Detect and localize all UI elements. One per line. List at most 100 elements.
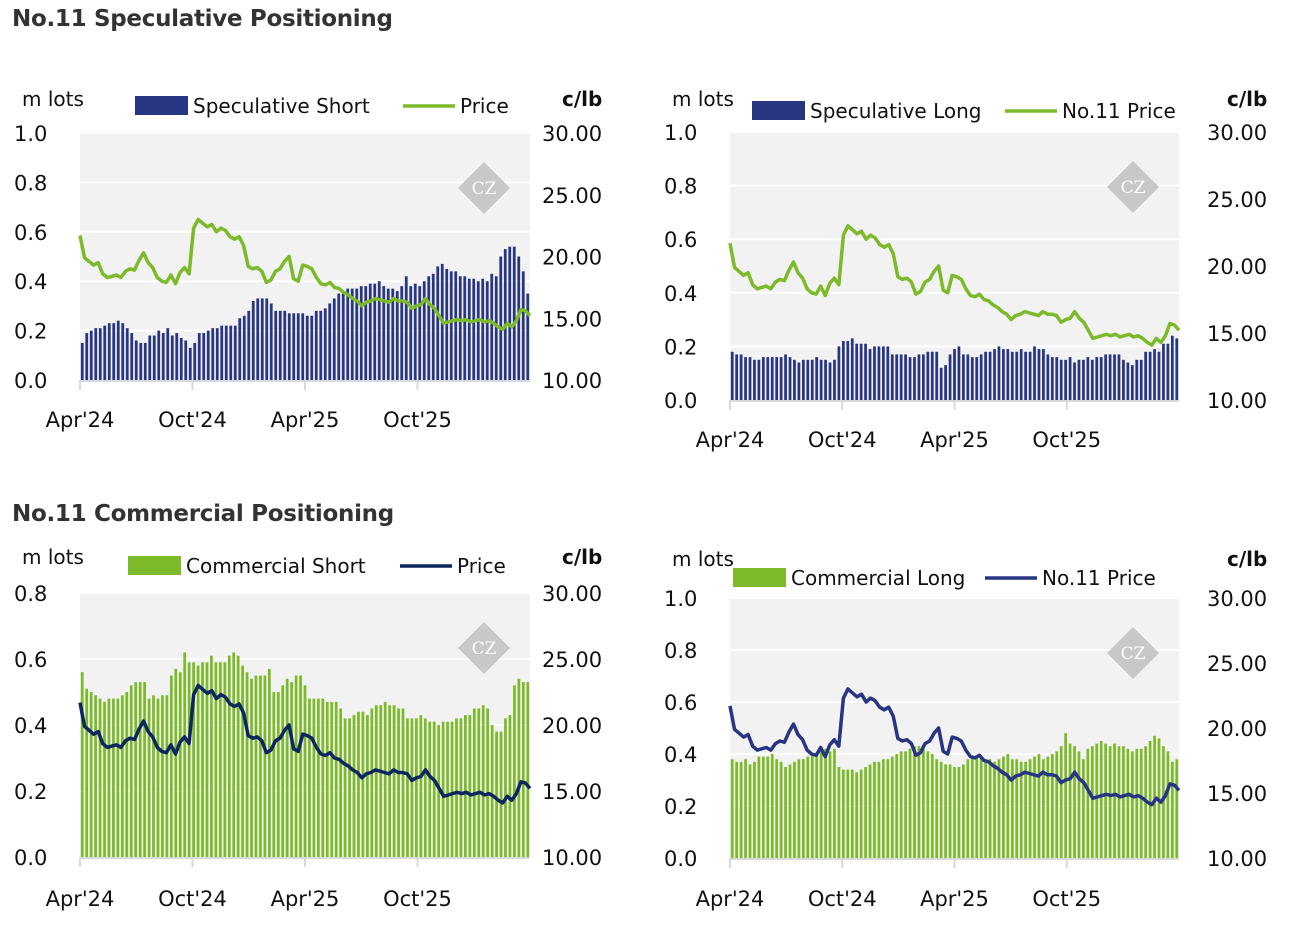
x-tick-label: Oct'24 [808,428,877,452]
bar [1073,362,1076,400]
bar [395,291,399,380]
bar [1037,754,1041,858]
bar [223,662,227,857]
bar [499,731,503,857]
bar [1162,343,1165,400]
y-right-tick-label: 30.00 [542,582,602,606]
bar [744,759,747,858]
bar [1006,754,1010,858]
bar [196,665,200,857]
bar [855,343,859,400]
bar [833,748,836,858]
price-line [728,687,1181,807]
bar [1117,746,1121,858]
bar [988,759,992,858]
section-title-commercial: No.11 Commercial Positioning [12,501,394,527]
bar [939,761,943,858]
y-left-tick-label: 0.6 [664,691,697,715]
bar [890,354,894,400]
bar [753,359,756,400]
bar [864,343,867,400]
bar [472,278,476,380]
bar [1126,362,1130,400]
bar [1059,359,1063,400]
bar [730,351,734,400]
bar [233,325,237,380]
bar [1148,741,1152,858]
bar [454,271,458,380]
x-tick-label: Apr'24 [696,428,765,452]
bar [770,357,774,400]
bar [310,315,314,380]
bar [975,357,979,400]
chart-svg: CZ Apr'24 Oct'24 Apr'25 Oct'25 0.0 0.2 0.4 0.6 0.… [14,87,602,432]
y-right-tick-label: 15.00 [1207,322,1267,346]
bar [383,701,387,857]
bar [770,754,774,858]
bar [979,354,983,400]
bar [1002,756,1005,858]
bar [94,695,97,857]
bar [143,342,147,380]
y-right-tick-label: 10.00 [542,369,602,393]
bar [238,318,242,380]
bar [877,761,881,858]
bar [130,333,134,380]
legend-bar-label: Commercial Long [791,566,965,590]
bar [305,315,309,380]
y-right-tick-label: 15.00 [542,780,602,804]
legend-bar-label: Speculative Short [193,94,370,118]
bar [251,300,255,380]
bar [806,756,810,858]
bar [784,354,787,400]
bar [1148,351,1152,400]
y-right-tick-label: 15.00 [1207,782,1267,806]
bar [922,748,925,858]
bar [80,672,84,857]
bar [85,333,89,380]
bar [445,268,449,380]
bar [1082,759,1085,858]
bar [287,313,291,380]
bar [828,751,832,858]
bar [308,698,311,857]
bar [1086,748,1090,858]
x-tick-label: Oct'24 [158,887,227,911]
x-tick-label: Oct'25 [383,408,452,432]
left-axis-unit: m lots [22,87,84,111]
y-right-tick-label: 30.00 [1207,121,1267,145]
bar [788,357,792,400]
x-tick-label: Apr'25 [920,887,989,911]
legend-bar-label: Commercial Short [186,554,366,578]
y-right-tick-label: 10.00 [542,846,602,870]
watermark-logo-icon: CZ [1107,161,1159,213]
bar [187,662,191,857]
bar [413,283,417,380]
legend: Commercial Long No.11 Price [733,566,1156,590]
bar [801,759,805,858]
bar [359,286,363,380]
bar [801,359,805,400]
bar [1117,354,1121,400]
bar-series [730,733,1179,858]
bar [526,293,530,380]
bar [339,708,343,857]
bar [895,354,899,400]
bar [1104,743,1108,858]
bar [468,715,472,857]
bar [355,288,359,380]
bar [504,718,507,857]
bar [899,354,903,400]
bar [824,748,827,858]
bar [793,359,796,400]
bar [517,678,521,857]
bar [917,746,921,858]
legend-bar-label: Speculative Long [810,99,981,123]
bar [120,695,124,857]
bar [913,357,916,400]
y-right-tick-label: 20.00 [542,246,602,270]
bar [436,266,440,380]
bar [301,313,305,380]
x-tick-label: Oct'24 [808,887,877,911]
bar [490,273,494,380]
